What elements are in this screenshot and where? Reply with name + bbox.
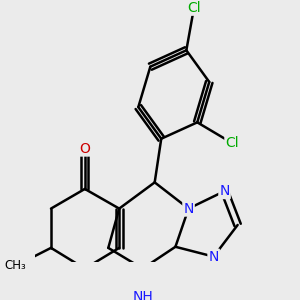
Text: N: N <box>219 184 230 198</box>
Text: O: O <box>80 142 90 156</box>
Text: Cl: Cl <box>187 1 201 15</box>
Text: N: N <box>183 202 194 216</box>
Text: CH₃: CH₃ <box>4 260 26 272</box>
Text: NH: NH <box>132 290 153 300</box>
Text: Cl: Cl <box>225 136 239 150</box>
Text: N: N <box>208 250 219 264</box>
